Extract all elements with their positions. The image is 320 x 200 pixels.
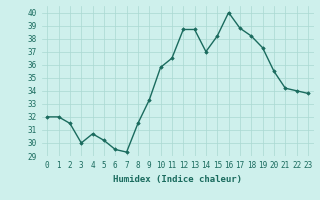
X-axis label: Humidex (Indice chaleur): Humidex (Indice chaleur)	[113, 175, 242, 184]
